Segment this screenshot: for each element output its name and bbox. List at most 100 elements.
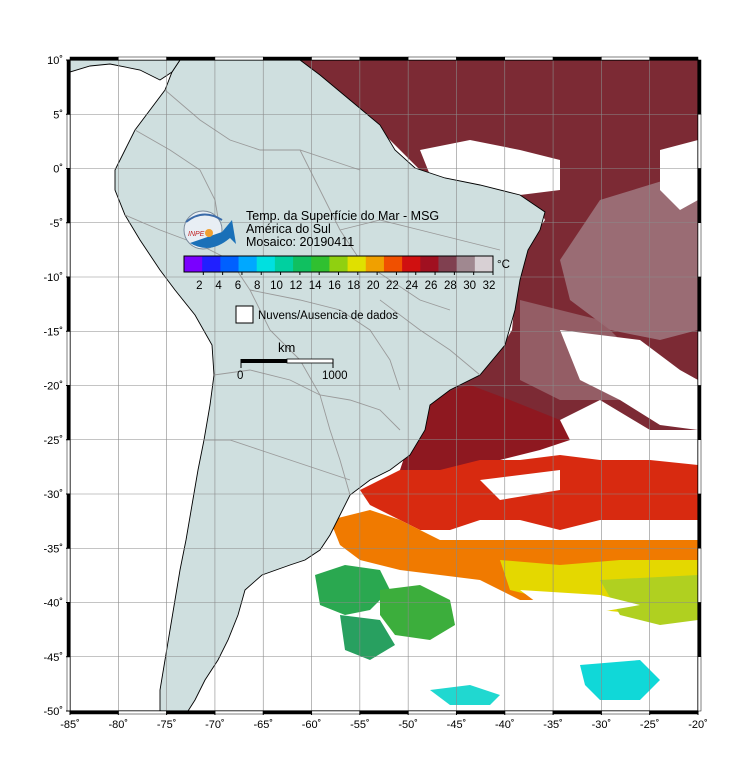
colorbar-label: 32 — [483, 280, 496, 292]
frame-bar-right — [697, 168, 702, 223]
frame-bar-right — [697, 602, 702, 657]
lon-tick-label: -25˚ — [640, 719, 660, 731]
colorbar-label: 10 — [270, 280, 283, 292]
scale-bar: km 0 1000 — [237, 340, 348, 382]
frame-bar-left — [66, 222, 71, 278]
frame-bar-bottom — [69, 710, 119, 715]
lat-tick-label: -35˚ — [43, 543, 63, 555]
frame-bar-left — [66, 439, 71, 495]
colorbar-label: 2 — [196, 280, 202, 292]
colorbar-label: 14 — [309, 280, 322, 292]
colorbar-unit: °C — [497, 259, 510, 271]
frame-bar-right — [697, 656, 702, 712]
frame-bar-left — [66, 656, 71, 712]
colorbar-segment — [184, 256, 203, 272]
colorbar-segment — [238, 256, 258, 272]
frame-bar-right — [697, 548, 702, 603]
colorbar-segment — [311, 256, 330, 272]
clouds-legend-label: Nuvens/Ausencia de dados — [258, 310, 398, 322]
frame-bar-bottom — [504, 710, 554, 715]
scalebar-label-0: 0 — [237, 370, 243, 382]
colorbar-label: 4 — [215, 280, 222, 292]
lon-tick-label: -40˚ — [495, 719, 515, 731]
lon-tick-label: -35˚ — [543, 719, 563, 731]
logo-text: INPE — [188, 231, 205, 238]
colorbar-segment — [329, 256, 349, 272]
colorbar-label: 12 — [289, 280, 302, 292]
scalebar-label-1000: 1000 — [322, 370, 348, 382]
frame-bar-bottom — [214, 710, 264, 715]
frame-bar-left — [66, 331, 71, 386]
frame-bar-bottom — [601, 710, 650, 715]
lon-tick-label: -55˚ — [350, 719, 370, 731]
colorbar-segment — [293, 256, 312, 272]
lon-tick-label: -75˚ — [157, 719, 177, 731]
cloud-patch-1 — [660, 140, 698, 210]
colorbar-segment — [474, 256, 494, 272]
colorbar-label: 22 — [386, 280, 399, 292]
frame-bar-left — [66, 548, 71, 603]
colorbar-label: 8 — [254, 280, 260, 292]
frame-bar-top — [311, 56, 361, 61]
lon-tick-label: -60˚ — [302, 719, 322, 731]
cloud-patch-5 — [520, 590, 640, 612]
frame-bar-top — [552, 56, 602, 61]
frame-bar-right — [697, 385, 702, 440]
colorbar-segment — [420, 256, 439, 272]
lat-tick-label: 10˚ — [47, 55, 63, 67]
colorbar-label: 6 — [235, 280, 241, 292]
colorbar-segment — [220, 256, 240, 272]
cloud-patch-4 — [480, 470, 560, 500]
frame-bar-top — [649, 56, 699, 61]
frame-bar-bottom — [649, 710, 699, 715]
frame-bar-bottom — [262, 710, 312, 715]
lon-tick-label: -45˚ — [447, 719, 467, 731]
frame-bar-bottom — [359, 710, 409, 715]
frame-bar-bottom — [166, 710, 216, 715]
frame-bar-top — [69, 56, 119, 61]
frame-bar-left — [66, 168, 71, 223]
frame-bar-right — [697, 276, 702, 332]
colorbar-segment — [202, 256, 221, 272]
colorbar-labels: 2 4 6 8 10 12 14 16 18 20 22 24 26 28 30 32 — [196, 272, 495, 292]
frame-bar-right — [697, 222, 702, 278]
map-region: América do Sul — [246, 222, 331, 236]
frame-bar-top — [214, 56, 264, 61]
frame-bar-top — [118, 56, 167, 61]
frame-bar-top — [262, 56, 312, 61]
sst-region-green-2 — [380, 585, 455, 640]
frame-bar-right — [697, 331, 702, 386]
lat-tick-label: 0˚ — [53, 164, 63, 176]
sst-region-green-3 — [340, 615, 395, 660]
graticule — [70, 60, 698, 711]
sst-region-tropical-light — [560, 170, 698, 340]
colorbar-segment — [347, 256, 367, 272]
lat-tick-label: -20˚ — [43, 381, 63, 393]
scalebar-unit: km — [278, 340, 295, 355]
colorbar-label: 16 — [328, 280, 341, 292]
frame-bar-top — [166, 56, 216, 61]
central-america-land — [70, 60, 181, 81]
lon-tick-label: -30˚ — [592, 719, 612, 731]
clouds-legend-swatch — [235, 305, 254, 324]
inpe-logo: INPE — [183, 210, 236, 250]
colorbar-label: 28 — [444, 280, 457, 292]
sst-region-cyan-2 — [580, 660, 660, 700]
colorbar-segment — [256, 256, 276, 272]
colorbar-segment — [402, 256, 421, 272]
frame-bar-bottom — [311, 710, 361, 715]
sst-layer — [70, 60, 698, 711]
colorbar-label: 20 — [367, 280, 380, 292]
frame-bar-top — [504, 56, 554, 61]
colorbar-segment — [365, 256, 385, 272]
colorbar — [183, 255, 494, 273]
frame-bar-right — [697, 493, 702, 549]
frame-bar-top — [407, 56, 457, 61]
frame-bar-left — [66, 276, 71, 332]
colorbar-label: 26 — [425, 280, 438, 292]
frame-bar-bottom — [407, 710, 457, 715]
lat-tick-label: -30˚ — [43, 489, 63, 501]
frame-bar-left — [66, 602, 71, 657]
colorbar-label: 30 — [463, 280, 476, 292]
